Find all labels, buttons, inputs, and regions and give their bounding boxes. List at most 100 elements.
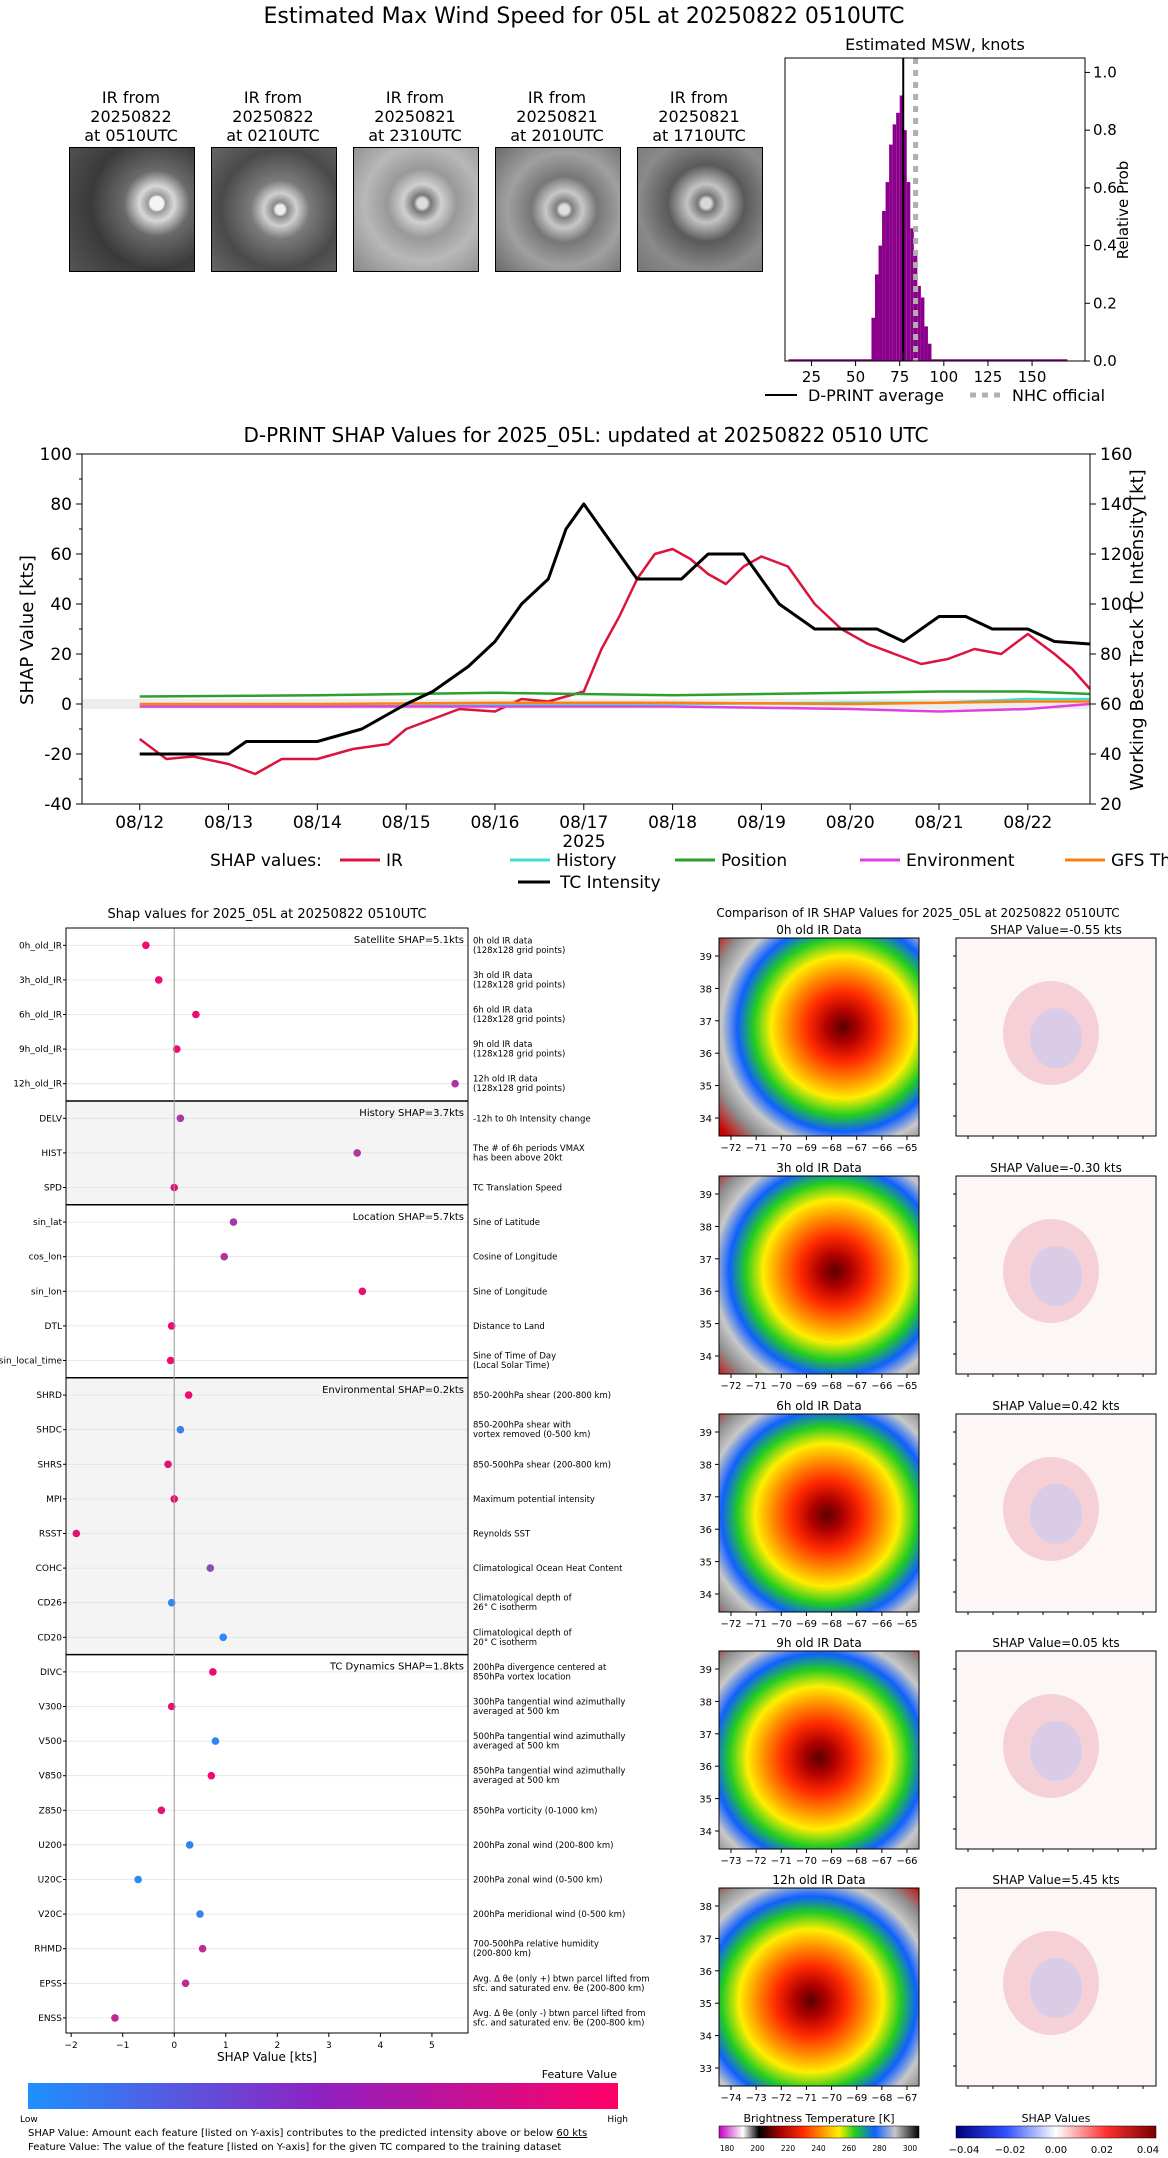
shap-colorbar-tick-label: 0.00: [1045, 2145, 1067, 2156]
timeseries-y-tick-label: 60: [50, 545, 72, 565]
ir-panel-title: 9h old IR Data: [776, 1636, 862, 1650]
histogram-title: Estimated MSW, knots: [845, 35, 1025, 54]
histogram-bar: [910, 228, 914, 361]
ir-x-tick-label: −66: [871, 1143, 892, 1154]
feature-name: MPI: [46, 1495, 62, 1505]
feature-shap-chart: Shap values for 2025_05L at 20250822 051…: [0, 907, 650, 2125]
feature-shap-point: [353, 1149, 361, 1157]
feature-name: cos_lon: [29, 1253, 62, 1263]
timeseries-x-tick-label: 08/22: [1003, 813, 1052, 833]
shap-colorbar-tick-label: 0.04: [1137, 2145, 1159, 2156]
ir-y-tick-label: 37: [699, 1493, 712, 1504]
colorbar-low-label: Low: [20, 2115, 38, 2125]
ir-y-tick-label: 38: [699, 1902, 712, 1913]
satellite-image-title: IR from 20250822 at 0210UTC: [226, 88, 320, 145]
feature-description: 200hPa zonal wind (0-500 km): [473, 1876, 603, 1886]
feature-description: 700-500hPa relative humidity (200-800 km): [473, 1940, 599, 1960]
timeseries-y2-tick-label: 40: [1100, 745, 1122, 765]
ir-x-tick-label: −71: [746, 1619, 767, 1630]
ir-x-tick-label: −66: [871, 1619, 892, 1630]
histogram-x-tick-label: 50: [846, 368, 865, 386]
feature-description: Avg. Δ θe (only +) btwn parcel lifted fr…: [473, 1974, 650, 1994]
feature-name: CD20: [37, 1633, 62, 1643]
shap-map-highlight: [1030, 1958, 1082, 2018]
histogram-frame: [784, 57, 1086, 362]
histogram-bar: [920, 297, 925, 361]
series-environment-line: [139, 702, 1091, 713]
feature-description: Climatological depth of 26° C isotherm: [473, 1594, 573, 1614]
feature-shap-point: [111, 2014, 119, 2022]
feature-name: U20C: [38, 1876, 62, 1886]
timeseries-x-tick-label: 08/19: [737, 813, 786, 833]
timeseries-x-tick-label: 08/15: [382, 813, 431, 833]
feature-x-tick-label: −1: [116, 2041, 129, 2051]
satellite-ir-image: [495, 147, 621, 272]
feature-shap-point: [167, 1702, 176, 1711]
legend-prefix: SHAP values:: [210, 851, 322, 871]
ir-y-tick-label: 38: [699, 1460, 712, 1471]
shap-map-highlight: [1030, 1246, 1082, 1306]
feature-x-tick-label: −2: [65, 2041, 78, 2051]
ir-x-tick-label: −72: [720, 1381, 741, 1392]
ir-y-tick-label: 34: [699, 1827, 712, 1838]
ir-colorbar-title: Brightness Temperature [K]: [743, 2112, 894, 2125]
histogram-bar: [885, 182, 890, 361]
ir-image-panel: [718, 937, 920, 1137]
feature-description: 850hPa vorticity (0-1000 km): [473, 1806, 597, 1816]
feature-description: -12h to 0h Intensity change: [473, 1114, 591, 1124]
feature-description: 500hPa tangential wind azimuthally averag…: [473, 1732, 625, 1752]
ir-x-tick-label: −73: [720, 1856, 741, 1867]
ir-x-tick-label: −65: [896, 1381, 917, 1392]
ir-x-tick-label: −67: [846, 1381, 867, 1392]
timeseries-y2-tick-label: 120: [1100, 545, 1132, 565]
feature-name: EPSS: [39, 1979, 62, 1989]
feature-description: 850-200hPa shear with vortex removed (0-5…: [473, 1421, 590, 1441]
feature-description: TC Translation Speed: [472, 1184, 562, 1194]
feature-shap-point: [211, 1737, 220, 1745]
feature-shap-point: [72, 1529, 81, 1538]
ir-y-tick-label: 35: [699, 1795, 712, 1806]
feature-shap-point: [198, 1944, 207, 1953]
legend-nhc-label: NHC official: [1012, 386, 1105, 405]
ir-x-tick-label: −65: [896, 1143, 917, 1154]
feature-x-tick-label: 1: [223, 2041, 229, 2051]
histogram-y-tick-label: 0.0: [1093, 352, 1117, 370]
ir-x-tick-label: −71: [796, 2093, 817, 2104]
ir-y-tick-label: 36: [699, 1967, 712, 1978]
satellite-image-title: IR from 20250822 at 0510UTC: [84, 88, 178, 145]
ir-y-tick-label: 36: [699, 1049, 712, 1060]
feature-group-label: Environmental SHAP=0.2kts: [322, 1385, 464, 1396]
histogram-x-tick-label: 25: [802, 368, 821, 386]
ir-x-tick-label: −69: [846, 2093, 867, 2104]
ir-panel-title: 12h old IR Data: [772, 1873, 865, 1887]
timeseries-title: D-PRINT SHAP Values for 2025_05L: update…: [243, 423, 928, 447]
feature-description: 850-200hPa shear (200-800 km): [473, 1391, 611, 1401]
feature-name: Z850: [39, 1806, 63, 1816]
shap-panel-title: SHAP Value=5.45 kts: [992, 1873, 1119, 1887]
ir-image-panel: [718, 1175, 920, 1375]
feature-description: Sine of Longitude: [473, 1287, 547, 1297]
ir-colorbar: [718, 2125, 920, 2139]
feature-shap-point: [206, 1564, 215, 1572]
feature-shap-point: [209, 1668, 217, 1676]
histogram-y-tick-label: 1.0: [1093, 63, 1117, 81]
timeseries-y-tick-label: 100: [40, 445, 72, 465]
satellite-ir-image: [211, 147, 337, 272]
shap-timeseries-chart: D-PRINT SHAP Values for 2025_05L: update…: [17, 423, 1168, 893]
timeseries-y2-label: Working Best Track TC Intensity [kt]: [1127, 469, 1148, 790]
timeseries-y2-tick-label: 160: [1100, 445, 1132, 465]
histogram-x-tick-label: 125: [974, 368, 1003, 386]
feature-name: DELV: [39, 1114, 63, 1124]
footnote-feature-definition: Feature Value: The value of the feature …: [28, 2142, 562, 2153]
feature-x-label: SHAP Value [kts]: [217, 2050, 317, 2064]
ir-y-tick-label: 36: [699, 1525, 712, 1536]
feature-name: 12h_old_IR: [13, 1080, 62, 1090]
ir-x-tick-label: −67: [846, 1143, 867, 1154]
ir-x-tick-label: −67: [871, 1856, 892, 1867]
feature-x-tick-label: 4: [378, 2041, 384, 2051]
ir-y-tick-label: 34: [699, 1114, 712, 1125]
ir-image-panel: [718, 1887, 920, 2087]
timeseries-x-tick-label: 08/14: [293, 813, 342, 833]
legend-d-print-label: D-PRINT average: [808, 386, 944, 405]
timeseries-y-tick-label: 80: [50, 495, 72, 515]
